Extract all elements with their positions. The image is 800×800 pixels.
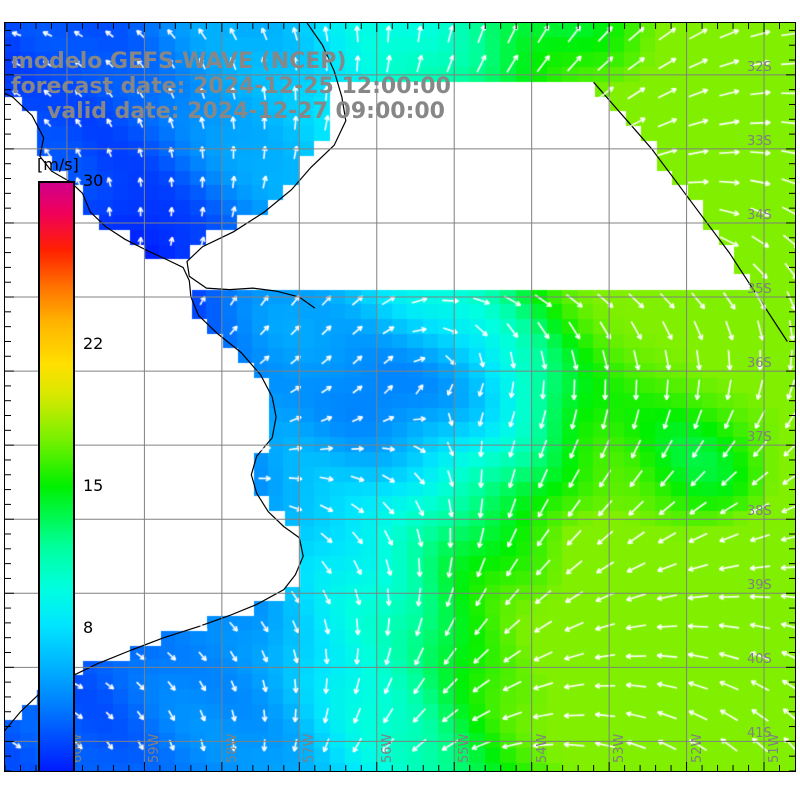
lat-label-40s: 40S	[747, 652, 772, 668]
lon-label-55w: 55W	[457, 733, 473, 763]
lon-label-54w: 54W	[534, 733, 550, 763]
lat-label-32s: 32S	[747, 59, 772, 75]
lon-label-51w: 51W	[767, 733, 783, 763]
colorbar-gradient	[38, 181, 75, 771]
colorbar-tick-8: 8	[83, 618, 94, 638]
colorbar-tick-22: 22	[83, 333, 104, 353]
map-canvas: 32S 33S 34S 35S 36S 37S 38S 39S 40S 41S 60W 59W 58W 5…	[5, 23, 795, 771]
lat-label-36s: 36S	[747, 356, 772, 372]
colorbar-tick-30: 30	[83, 171, 104, 190]
lat-label-33s: 33S	[747, 133, 772, 149]
wind-direction-arrows	[5, 23, 795, 771]
colorbar-tick-15: 15	[83, 476, 104, 495]
lon-label-57w: 57W	[302, 733, 318, 763]
lat-label-37s: 37S	[747, 430, 772, 446]
lat-label-34s: 34S	[747, 207, 772, 223]
lon-label-52w: 52W	[689, 733, 705, 763]
colorbar-units-label: [m/s]	[37, 155, 79, 174]
lat-label-38s: 38S	[747, 504, 772, 520]
lon-label-53w: 53W	[612, 733, 628, 763]
lat-label-35s: 35S	[747, 282, 772, 298]
plot-frame: 32S 33S 34S 35S 36S 37S 38S 39S 40S 41S 60W 59W 58W 5…	[4, 22, 796, 772]
lat-label-41s: 41S	[747, 726, 772, 742]
lon-label-58w: 58W	[224, 733, 240, 763]
axis-labels: 32S 33S 34S 35S 36S 37S 38S 39S 40S 41S 60W 59W 58W 5…	[5, 23, 795, 771]
lat-label-39s: 39S	[747, 578, 772, 594]
axis-ticks	[5, 23, 795, 771]
graticule-gridlines	[5, 23, 795, 771]
lon-label-56w: 56W	[379, 733, 395, 763]
lon-label-59w: 59W	[147, 733, 163, 763]
